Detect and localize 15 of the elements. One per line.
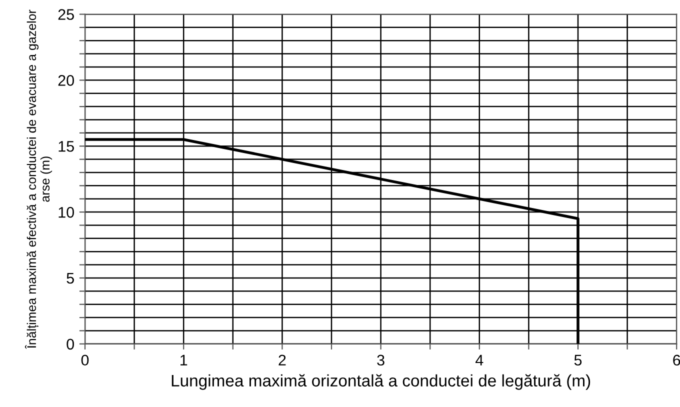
y-tick-label: 5 bbox=[66, 273, 74, 284]
y-tick-label: 15 bbox=[58, 141, 74, 152]
x-tick-label: 2 bbox=[278, 354, 286, 366]
y-tick-label: 25 bbox=[58, 9, 74, 20]
x-axis-title: Lungimea maximă orizontală a conductei de legătură (m) bbox=[172, 374, 590, 390]
x-tick-label: 5 bbox=[574, 354, 582, 366]
x-tick-label: 6 bbox=[673, 354, 680, 366]
x-tick-label: 0 bbox=[81, 354, 89, 366]
y-tick-label: 0 bbox=[66, 338, 74, 350]
y-tick-label: 10 bbox=[58, 206, 74, 218]
y-axis-title: Înălțimea maximă efectivă a conductei de evacuare a gazelor arse (m) bbox=[25, 10, 52, 349]
x-tick-label: 1 bbox=[180, 354, 188, 366]
x-tick-label: 3 bbox=[377, 354, 384, 366]
y-tick-label: 20 bbox=[58, 75, 74, 86]
x-tick-label: 4 bbox=[476, 354, 484, 366]
